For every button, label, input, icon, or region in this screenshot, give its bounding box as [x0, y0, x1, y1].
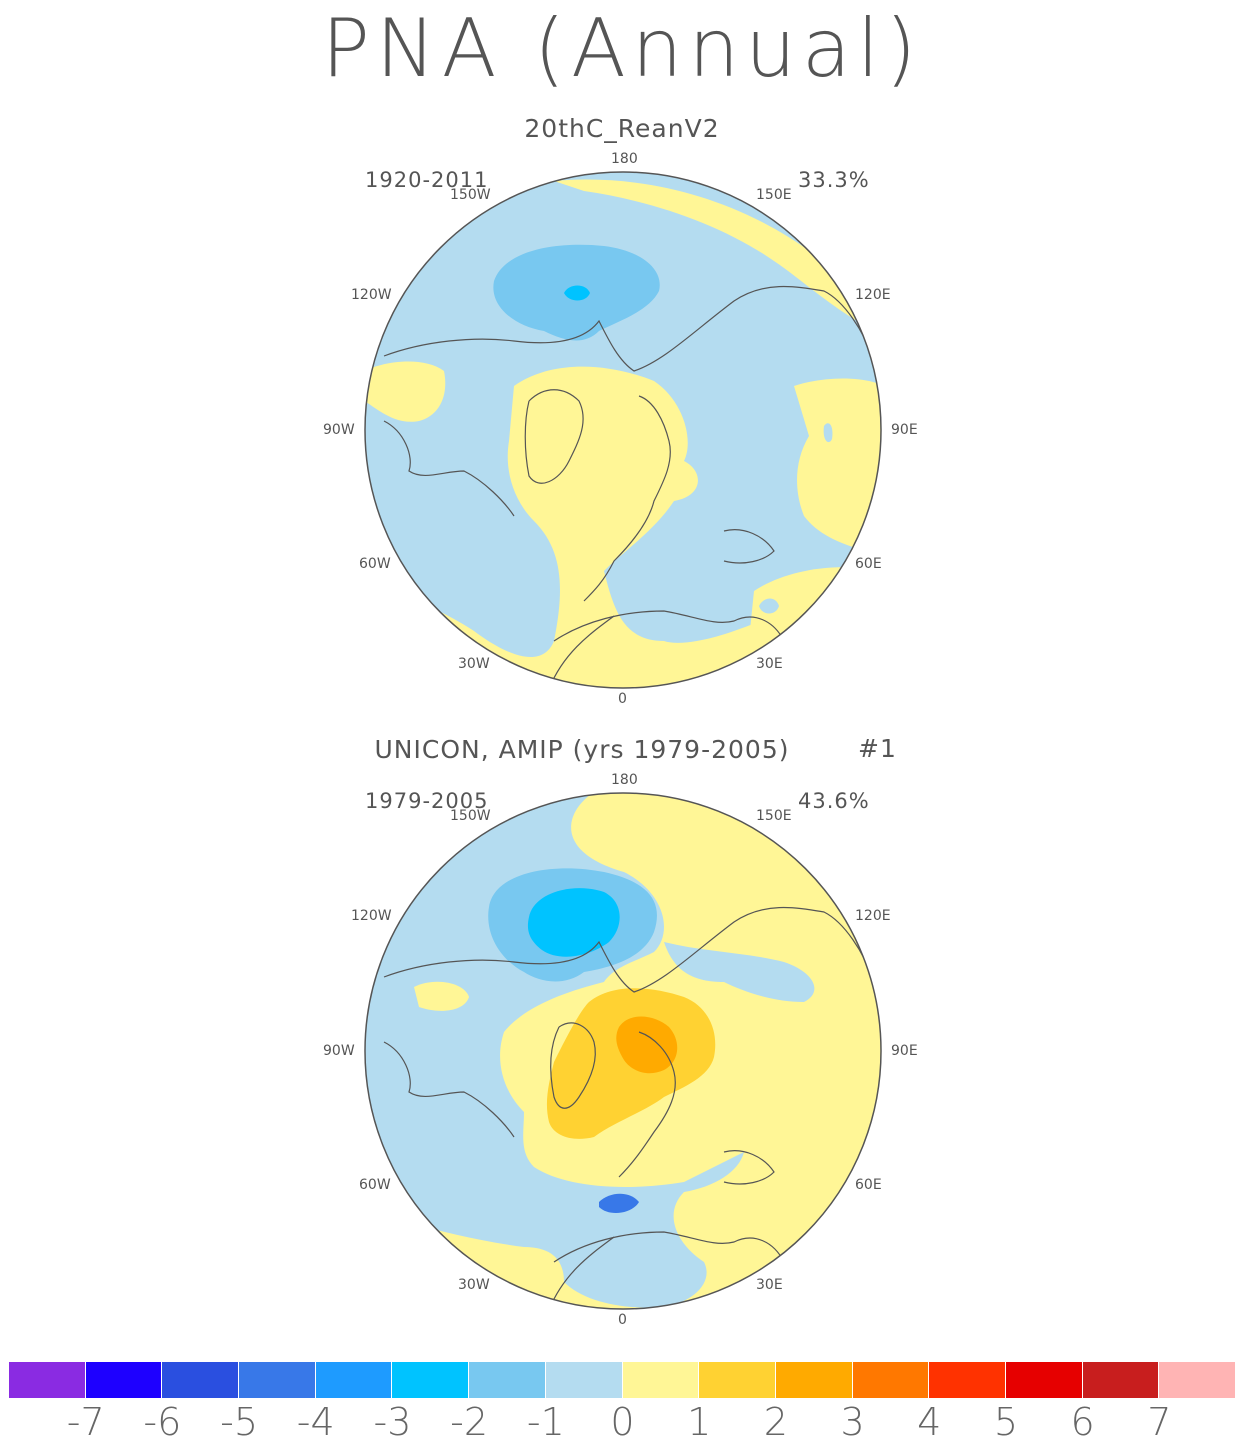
panel2-lon-60e: 60E [855, 1177, 882, 1193]
panel2-lon-120e: 120E [855, 908, 891, 924]
panel1-lon-180: 180 [611, 151, 638, 167]
colorbar-tick-label: 6 [1070, 1400, 1095, 1444]
colorbar-tick-label: 4 [917, 1400, 942, 1444]
colorbar-swatch [1005, 1362, 1083, 1398]
colorbar-swatch [775, 1362, 853, 1398]
colorbar-tick-label: -7 [66, 1400, 105, 1444]
anomaly-positive [794, 378, 881, 556]
colorbar-tick-label: -6 [143, 1400, 182, 1444]
colorbar-labels: -7 -6 -5 -4 -3 -2 -1 0 1 2 3 4 5 6 7 [0, 1400, 1244, 1444]
panel2-run-number: #1 [858, 734, 897, 763]
colorbar-tick-label: 2 [763, 1400, 788, 1444]
panel1-lon-90w: 90W [323, 422, 355, 438]
anomaly-positive [616, 1016, 678, 1074]
panel1-period: 1920-2011 [365, 168, 489, 192]
panel2-lon-180: 180 [611, 772, 638, 788]
anomaly-negative [527, 888, 620, 957]
panel1-lon-120e: 120E [855, 287, 891, 303]
colorbar-swatch [622, 1362, 700, 1398]
panel2-lon-90w: 90W [323, 1043, 355, 1059]
panel1-lon-30w: 30W [458, 656, 490, 672]
colorbar [9, 1361, 1236, 1398]
panel2-lon-0: 0 [618, 1312, 627, 1328]
colorbar-tick-label: -1 [526, 1400, 565, 1444]
panel1-lon-30e: 30E [756, 656, 783, 672]
colorbar-swatch [239, 1362, 316, 1398]
anomaly-negative [564, 285, 590, 301]
colorbar-tick-label: 7 [1147, 1400, 1172, 1444]
panel1-lon-60w: 60W [359, 556, 391, 572]
anomaly-positive [744, 567, 881, 688]
colorbar-tick-label: -2 [450, 1400, 489, 1444]
colorbar-tick-label: -4 [296, 1400, 335, 1444]
colorbar-tick-label: -3 [373, 1400, 412, 1444]
colorbar-swatch [9, 1362, 86, 1398]
anomaly-positive [365, 361, 446, 422]
panel2-lon-150e: 150E [756, 808, 792, 824]
panel1-lon-150w: 150W [450, 187, 491, 203]
panel2-lon-30e: 30E [756, 1277, 783, 1293]
panel1-subtitle: 20thC_ReanV2 [524, 114, 720, 143]
panel2-polar-map [364, 792, 882, 1310]
colorbar-swatch [699, 1362, 776, 1398]
panel1-lon-150e: 150E [756, 187, 792, 203]
panel2-lon-90e: 90E [891, 1043, 918, 1059]
colorbar-swatch [929, 1362, 1006, 1398]
panel2-lon-120w: 120W [351, 908, 392, 924]
colorbar-tick-label: 0 [610, 1400, 635, 1444]
anomaly-negative [759, 598, 779, 614]
anomaly-negative [823, 423, 833, 443]
colorbar-tick-label: 3 [840, 1400, 865, 1444]
panel2-lon-60w: 60W [359, 1177, 391, 1193]
panel1-lon-90e: 90E [891, 422, 918, 438]
colorbar-swatch [315, 1362, 393, 1398]
panel2-lon-30w: 30W [458, 1277, 490, 1293]
panel2-subtitle: UNICON, AMIP (yrs 1979-2005) [374, 735, 790, 764]
colorbar-swatch [852, 1362, 930, 1398]
colorbar-tick-label: 1 [687, 1400, 712, 1444]
anomaly-positive [414, 981, 469, 1011]
panel1-lon-60e: 60E [855, 556, 882, 572]
colorbar-swatch [162, 1362, 240, 1398]
colorbar-swatch [1082, 1362, 1160, 1398]
colorbar-swatch [85, 1362, 163, 1398]
panel2-variance: 43.6% [798, 789, 870, 813]
panel1-lon-120w: 120W [351, 287, 392, 303]
panel2-lon-150w: 150W [450, 808, 491, 824]
colorbar-swatch [469, 1362, 546, 1398]
anomaly-negative [664, 942, 815, 1002]
panel1-lon-0: 0 [618, 691, 627, 707]
main-title: PNA (Annual) [321, 2, 923, 95]
anomaly-positive [365, 366, 881, 688]
colorbar-swatch [545, 1362, 623, 1398]
colorbar-tick-label: -5 [220, 1400, 259, 1444]
panel1-polar-map [364, 171, 882, 689]
panel2-period: 1979-2005 [365, 789, 489, 813]
colorbar-swatch [1159, 1362, 1236, 1398]
colorbar-swatch [392, 1362, 470, 1398]
anomaly-negative [599, 1193, 639, 1214]
panel1-variance: 33.3% [798, 168, 870, 192]
colorbar-tick-label: 5 [993, 1400, 1019, 1444]
